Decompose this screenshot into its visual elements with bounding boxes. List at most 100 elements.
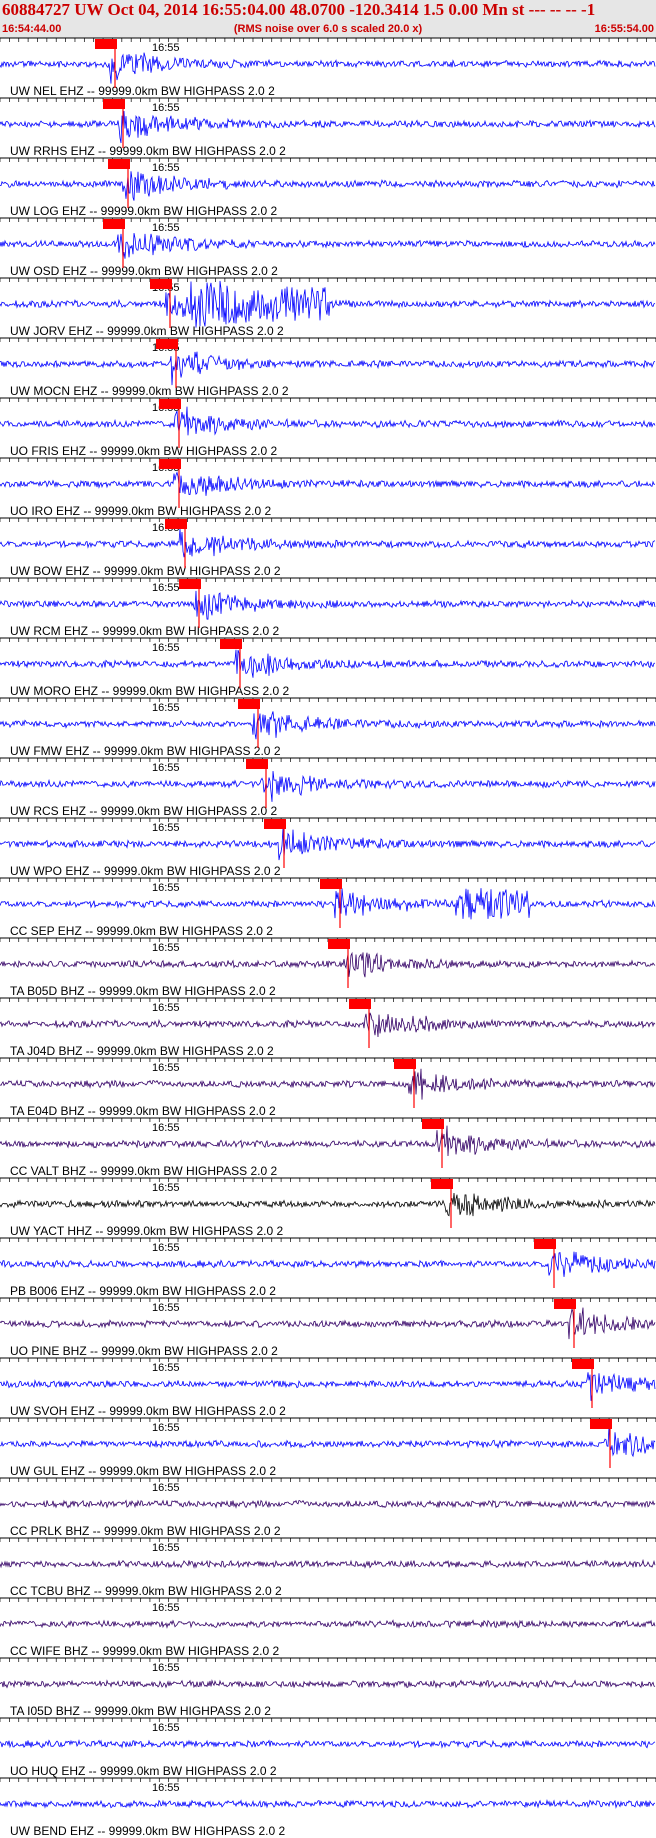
pick-box (572, 1359, 594, 1369)
waveform (0, 528, 656, 558)
waveform (0, 110, 656, 144)
time-mark: 16:55 (152, 1782, 180, 1794)
waveform (0, 1499, 656, 1509)
time-mark: 16:55 (152, 1722, 180, 1734)
trace-label: UW RRHS EHZ -- 99999.0km BW HIGHPASS 2.0… (10, 144, 286, 158)
header-bg (0, 0, 656, 38)
pick-box (328, 939, 350, 949)
trace-label: CC VALT BHZ -- 99999.0km BW HIGHPASS 2.0… (10, 1164, 278, 1178)
time-mark: 16:55 (152, 882, 180, 894)
waveform (0, 771, 656, 802)
trace-label: TA E04D BHZ -- 99999.0km BW HIGHPASS 2.0… (10, 1104, 276, 1118)
time-mark: 16:55 (152, 1242, 180, 1254)
waveform (0, 1251, 656, 1277)
waveform (0, 406, 656, 436)
pick-box (95, 39, 117, 49)
waveform (0, 1558, 656, 1569)
waveform (0, 827, 656, 861)
waveform (0, 52, 656, 84)
time-mark: 16:55 (152, 102, 180, 114)
time-mark: 16:55 (152, 1422, 180, 1434)
waveform (0, 951, 656, 978)
trace-label: UW BEND EHZ -- 99999.0km BW HIGHPASS 2.0… (10, 1824, 286, 1838)
pick-box (554, 1299, 576, 1309)
time-mark: 16:55 (152, 582, 180, 594)
waveform (0, 1799, 656, 1809)
waveform (0, 1372, 656, 1401)
waveform (0, 590, 656, 620)
waveform (0, 471, 656, 496)
pick-box (150, 279, 172, 289)
waveform (0, 1192, 656, 1217)
waveform (0, 1619, 656, 1629)
time-mark: 16:55 (152, 642, 180, 654)
trace-label: UW RCM EHZ -- 99999.0km BW HIGHPASS 2.0 … (10, 624, 279, 638)
pick-box (159, 459, 181, 469)
pick-box (103, 99, 125, 109)
waveform (0, 711, 656, 740)
waveform (0, 233, 656, 259)
trace-label: UW JORV EHZ -- 99999.0km BW HIGHPASS 2.0… (10, 324, 284, 338)
trace-label: UW MOCN EHZ -- 99999.0km BW HIGHPASS 2.0… (10, 384, 289, 398)
pick-box (534, 1239, 556, 1249)
trace-label: UW BOW EHZ -- 99999.0km BW HIGHPASS 2.0 … (10, 564, 281, 578)
pick-box (108, 159, 130, 169)
trace-label: UW SVOH EHZ -- 99999.0km BW HIGHPASS 2.0… (10, 1404, 286, 1418)
trace-label: TA J04D BHZ -- 99999.0km BW HIGHPASS 2.0… (10, 1044, 274, 1058)
waveform (0, 171, 656, 201)
trace-label: UW NEL EHZ -- 99999.0km BW HIGHPASS 2.0 … (10, 84, 275, 98)
trace-label: CC WIFE BHZ -- 99999.0km BW HIGHPASS 2.0… (10, 1644, 280, 1658)
trace-label: CC SEP EHZ -- 99999.0km BW HIGHPASS 2.0 … (10, 924, 273, 938)
time-mark: 16:55 (152, 42, 180, 54)
pick-box (220, 639, 242, 649)
trace-label: UW WPO EHZ -- 99999.0km BW HIGHPASS 2.0 … (10, 864, 281, 878)
time-mark: 16:55 (152, 1602, 180, 1614)
trace-label: TA B05D BHZ -- 99999.0km BW HIGHPASS 2.0… (10, 984, 276, 998)
waveform (0, 1125, 656, 1157)
header-title: 60884727 UW Oct 04, 2014 16:55:04.00 48.… (2, 0, 595, 19)
header-note: (RMS noise over 6.0 s scaled 20.0 x) (234, 23, 423, 35)
waveform (0, 888, 656, 920)
trace-label: UW RCS EHZ -- 99999.0km BW HIGHPASS 2.0 … (10, 804, 278, 818)
time-mark: 16:55 (152, 1182, 180, 1194)
time-mark: 16:55 (152, 222, 180, 234)
end-time: 16:55:54.00 (595, 23, 654, 35)
waveform (0, 1012, 656, 1038)
time-mark: 16:55 (152, 702, 180, 714)
waveform (0, 280, 656, 328)
time-mark: 16:55 (152, 1662, 180, 1674)
time-mark: 16:55 (152, 162, 180, 174)
trace-label: UW GUL EHZ -- 99999.0km BW HIGHPASS 2.0 … (10, 1464, 276, 1478)
time-mark: 16:55 (152, 1002, 180, 1014)
trace-label: UW YACT HHZ -- 99999.0km BW HIGHPASS 2.0… (10, 1224, 284, 1238)
waveform (0, 649, 656, 678)
pick-box (165, 519, 187, 529)
pick-box (103, 219, 125, 229)
pick-box (431, 1179, 453, 1189)
time-mark: 16:55 (152, 822, 180, 834)
time-mark: 16:55 (152, 1542, 180, 1554)
pick-box (349, 999, 371, 1009)
pick-box (238, 699, 260, 709)
trace-label: PB B006 EHZ -- 99999.0km BW HIGHPASS 2.0… (10, 1284, 276, 1298)
pick-box (246, 759, 268, 769)
waveform (0, 1739, 656, 1749)
trace-label: UW MORO EHZ -- 99999.0km BW HIGHPASS 2.0… (10, 684, 289, 698)
trace-label: UW FMW EHZ -- 99999.0km BW HIGHPASS 2.0 … (10, 744, 281, 758)
trace-label: UO HUQ EHZ -- 99999.0km BW HIGHPASS 2.0 … (10, 1764, 277, 1778)
pick-box (264, 819, 286, 829)
pick-box (394, 1059, 416, 1069)
time-mark: 16:55 (152, 1362, 180, 1374)
trace-label: TA I05D BHZ -- 99999.0km BW HIGHPASS 2.0… (10, 1704, 271, 1718)
waveform (0, 351, 656, 386)
waveform (0, 1679, 656, 1689)
waveform (0, 1068, 656, 1100)
time-mark: 16:55 (152, 1122, 180, 1134)
waveform (0, 1425, 656, 1458)
trace-label: UO PINE BHZ -- 99999.0km BW HIGHPASS 2.0… (10, 1344, 278, 1358)
trace-label: UW LOG EHZ -- 99999.0km BW HIGHPASS 2.0 … (10, 204, 278, 218)
pick-box (159, 399, 181, 409)
trace-label: CC PRLK BHZ -- 99999.0km BW HIGHPASS 2.0… (10, 1524, 281, 1538)
time-mark: 16:55 (152, 1062, 180, 1074)
